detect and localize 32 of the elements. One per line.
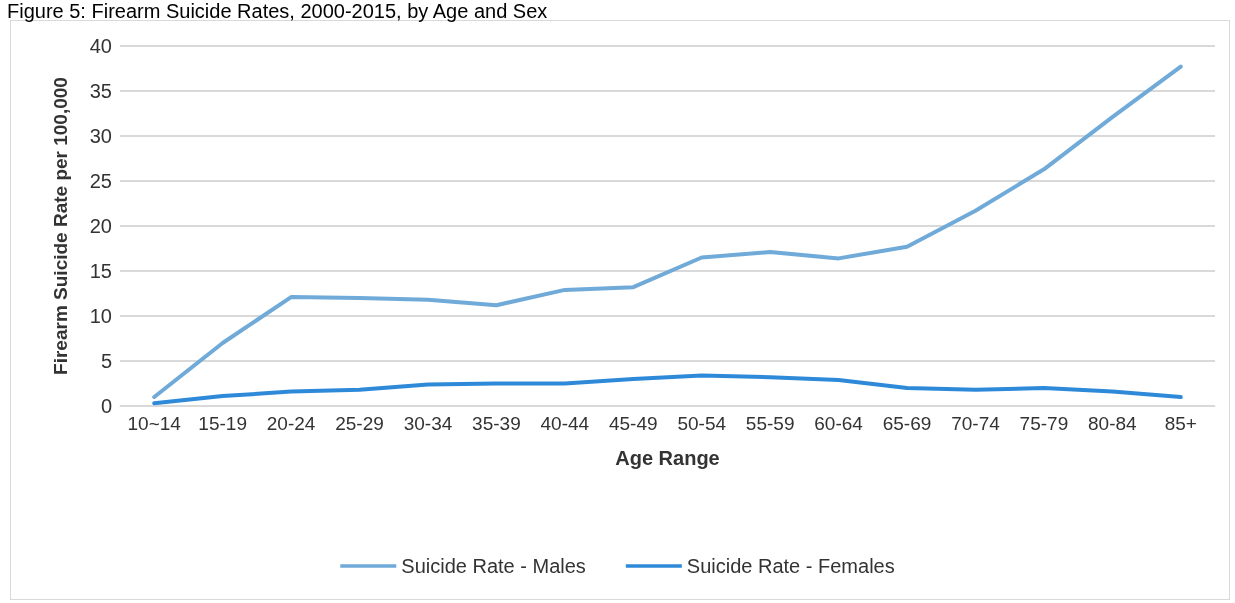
y-tick-label: 15 <box>89 260 112 282</box>
legend-label: Suicide Rate - Females <box>686 555 895 577</box>
x-tick-label: 80-84 <box>1088 413 1138 434</box>
x-tick-label: 15-19 <box>198 413 247 434</box>
x-tick-label: 25-29 <box>335 413 384 434</box>
line-series <box>152 64 1183 399</box>
x-tick-label: 65-69 <box>882 413 932 434</box>
x-tick-label: 55-59 <box>745 413 795 434</box>
x-tick-label: 70-74 <box>951 413 1001 434</box>
y-tick-label: 0 <box>100 395 112 417</box>
x-tick-label: 85+ <box>1164 413 1197 434</box>
y-tick-label: 25 <box>89 170 112 192</box>
x-tick-label: 45-49 <box>608 413 658 434</box>
y-tick-label: 35 <box>89 80 112 102</box>
y-tick-label: 10 <box>89 305 112 327</box>
x-tick-label: 75-79 <box>1019 413 1069 434</box>
x-tick-label: 40-44 <box>540 413 590 434</box>
x-tick-label: 10~14 <box>127 413 182 434</box>
chart-title: Figure 5: Firearm Suicide Rates, 2000-2015, by Age and Sex <box>7 0 548 22</box>
legend-label: Suicide Rate - Males <box>401 555 586 577</box>
y-tick-label: 40 <box>89 35 112 57</box>
x-tick-label: 30-34 <box>403 413 453 434</box>
y-tick-label: 30 <box>89 125 112 147</box>
x-tick-label: 35-39 <box>472 413 521 434</box>
y-tick-label: 20 <box>89 215 112 237</box>
x-tick-label: 50-54 <box>677 413 727 434</box>
y-axis-title: Firearm Suicide Rate per 100,000 <box>50 77 71 375</box>
line-series <box>152 373 1183 406</box>
x-tick-label: 20-24 <box>266 413 316 434</box>
x-tick-label: 60-64 <box>814 413 864 434</box>
x-axis-title: Age Range <box>615 447 720 469</box>
y-tick-label: 5 <box>100 350 112 372</box>
